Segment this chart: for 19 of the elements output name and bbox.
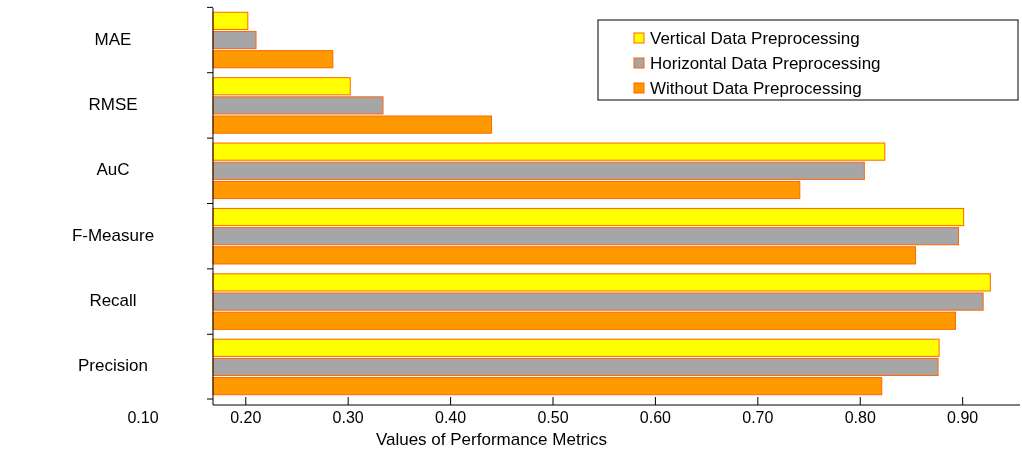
legend-label: Without Data Preprocessing <box>650 79 862 98</box>
y-tick-label: AuC <box>96 160 130 180</box>
x-tick-label: 0.20 <box>230 409 262 426</box>
y-tick-label: RMSE <box>88 94 138 114</box>
x-tick-label: 0.40 <box>435 409 467 426</box>
x-tick-label: 0.80 <box>844 409 876 426</box>
y-tick-label: MAE <box>94 29 132 49</box>
x-tick-label: 0.50 <box>537 409 569 426</box>
x-tick-label: 0.70 <box>742 409 774 426</box>
legend-label: Vertical Data Preprocessing <box>650 29 860 48</box>
x-tick-label: 0.60 <box>639 409 672 426</box>
y-tick-label: Recall <box>89 291 137 311</box>
y-tick-label: F-Measure <box>71 225 155 245</box>
legend-label: Horizontal Data Preprocessing <box>650 54 881 73</box>
x-tick-label: 0.90 <box>947 409 979 426</box>
x-tick-label: 0.30 <box>332 409 364 426</box>
x-axis-title: Values of Performance Metrics <box>375 430 608 449</box>
text: 0.10 <box>127 409 159 426</box>
y-tick-label: Precision <box>78 356 148 376</box>
